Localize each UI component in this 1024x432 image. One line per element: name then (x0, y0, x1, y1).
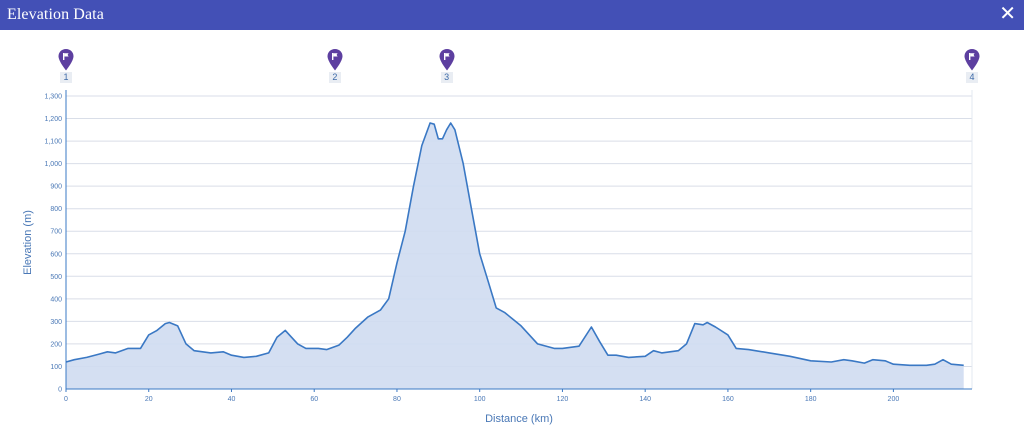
y-tick-label: 300 (50, 319, 62, 326)
y-tick-label: 1,200 (44, 116, 62, 123)
elevation-line (65, 122, 964, 367)
y-tick-label: 1,300 (44, 94, 62, 101)
y-tick-label: 900 (50, 184, 62, 191)
x-axis-label: Distance (km) (485, 413, 553, 425)
x-tick-label: 40 (228, 396, 236, 403)
window-title: Elevation Data (7, 6, 104, 23)
x-tick-label: 60 (310, 396, 318, 403)
y-tick-label: 200 (50, 341, 62, 348)
close-icon[interactable]: ✕ (999, 3, 1016, 25)
waypoint-number: 1 (60, 72, 72, 83)
x-tick-label: 0 (64, 396, 68, 403)
waypoint-marker[interactable]: 2 (327, 49, 343, 83)
flag-pin-icon (964, 49, 980, 71)
x-tick-label: 180 (805, 396, 817, 403)
x-tick-label: 160 (722, 396, 734, 403)
flag-pin-icon (439, 49, 455, 71)
flag-pin-icon (327, 49, 343, 71)
y-tick-label: 1,100 (44, 139, 62, 146)
elevation-area (66, 123, 964, 389)
waypoint-marker[interactable]: 3 (439, 49, 455, 83)
y-tick-label: 500 (50, 274, 62, 281)
x-tick-label: 20 (145, 396, 153, 403)
y-tick-label: 700 (50, 229, 62, 236)
x-tick-label: 100 (474, 396, 486, 403)
y-tick-label: 100 (50, 364, 62, 371)
waypoint-marker[interactable]: 1 (58, 49, 74, 83)
x-tick-label: 140 (639, 396, 651, 403)
y-tick-label: 400 (50, 296, 62, 303)
y-axis-label: Elevation (m) (22, 210, 34, 275)
x-tick-label: 80 (393, 396, 401, 403)
waypoint-marker[interactable]: 4 (964, 49, 980, 83)
title-bar: Elevation Data ✕ (0, 0, 1024, 30)
y-tick-label: 800 (50, 206, 62, 213)
y-tick-label: 600 (50, 251, 62, 258)
y-tick-label: 1,000 (44, 161, 62, 168)
waypoint-number: 4 (966, 72, 978, 83)
x-tick-label: 200 (888, 396, 900, 403)
waypoint-number: 2 (328, 72, 341, 83)
waypoint-number: 3 (440, 72, 453, 83)
x-tick-label: 120 (557, 396, 569, 403)
flag-pin-icon (58, 49, 74, 71)
y-tick-label: 0 (58, 387, 62, 394)
